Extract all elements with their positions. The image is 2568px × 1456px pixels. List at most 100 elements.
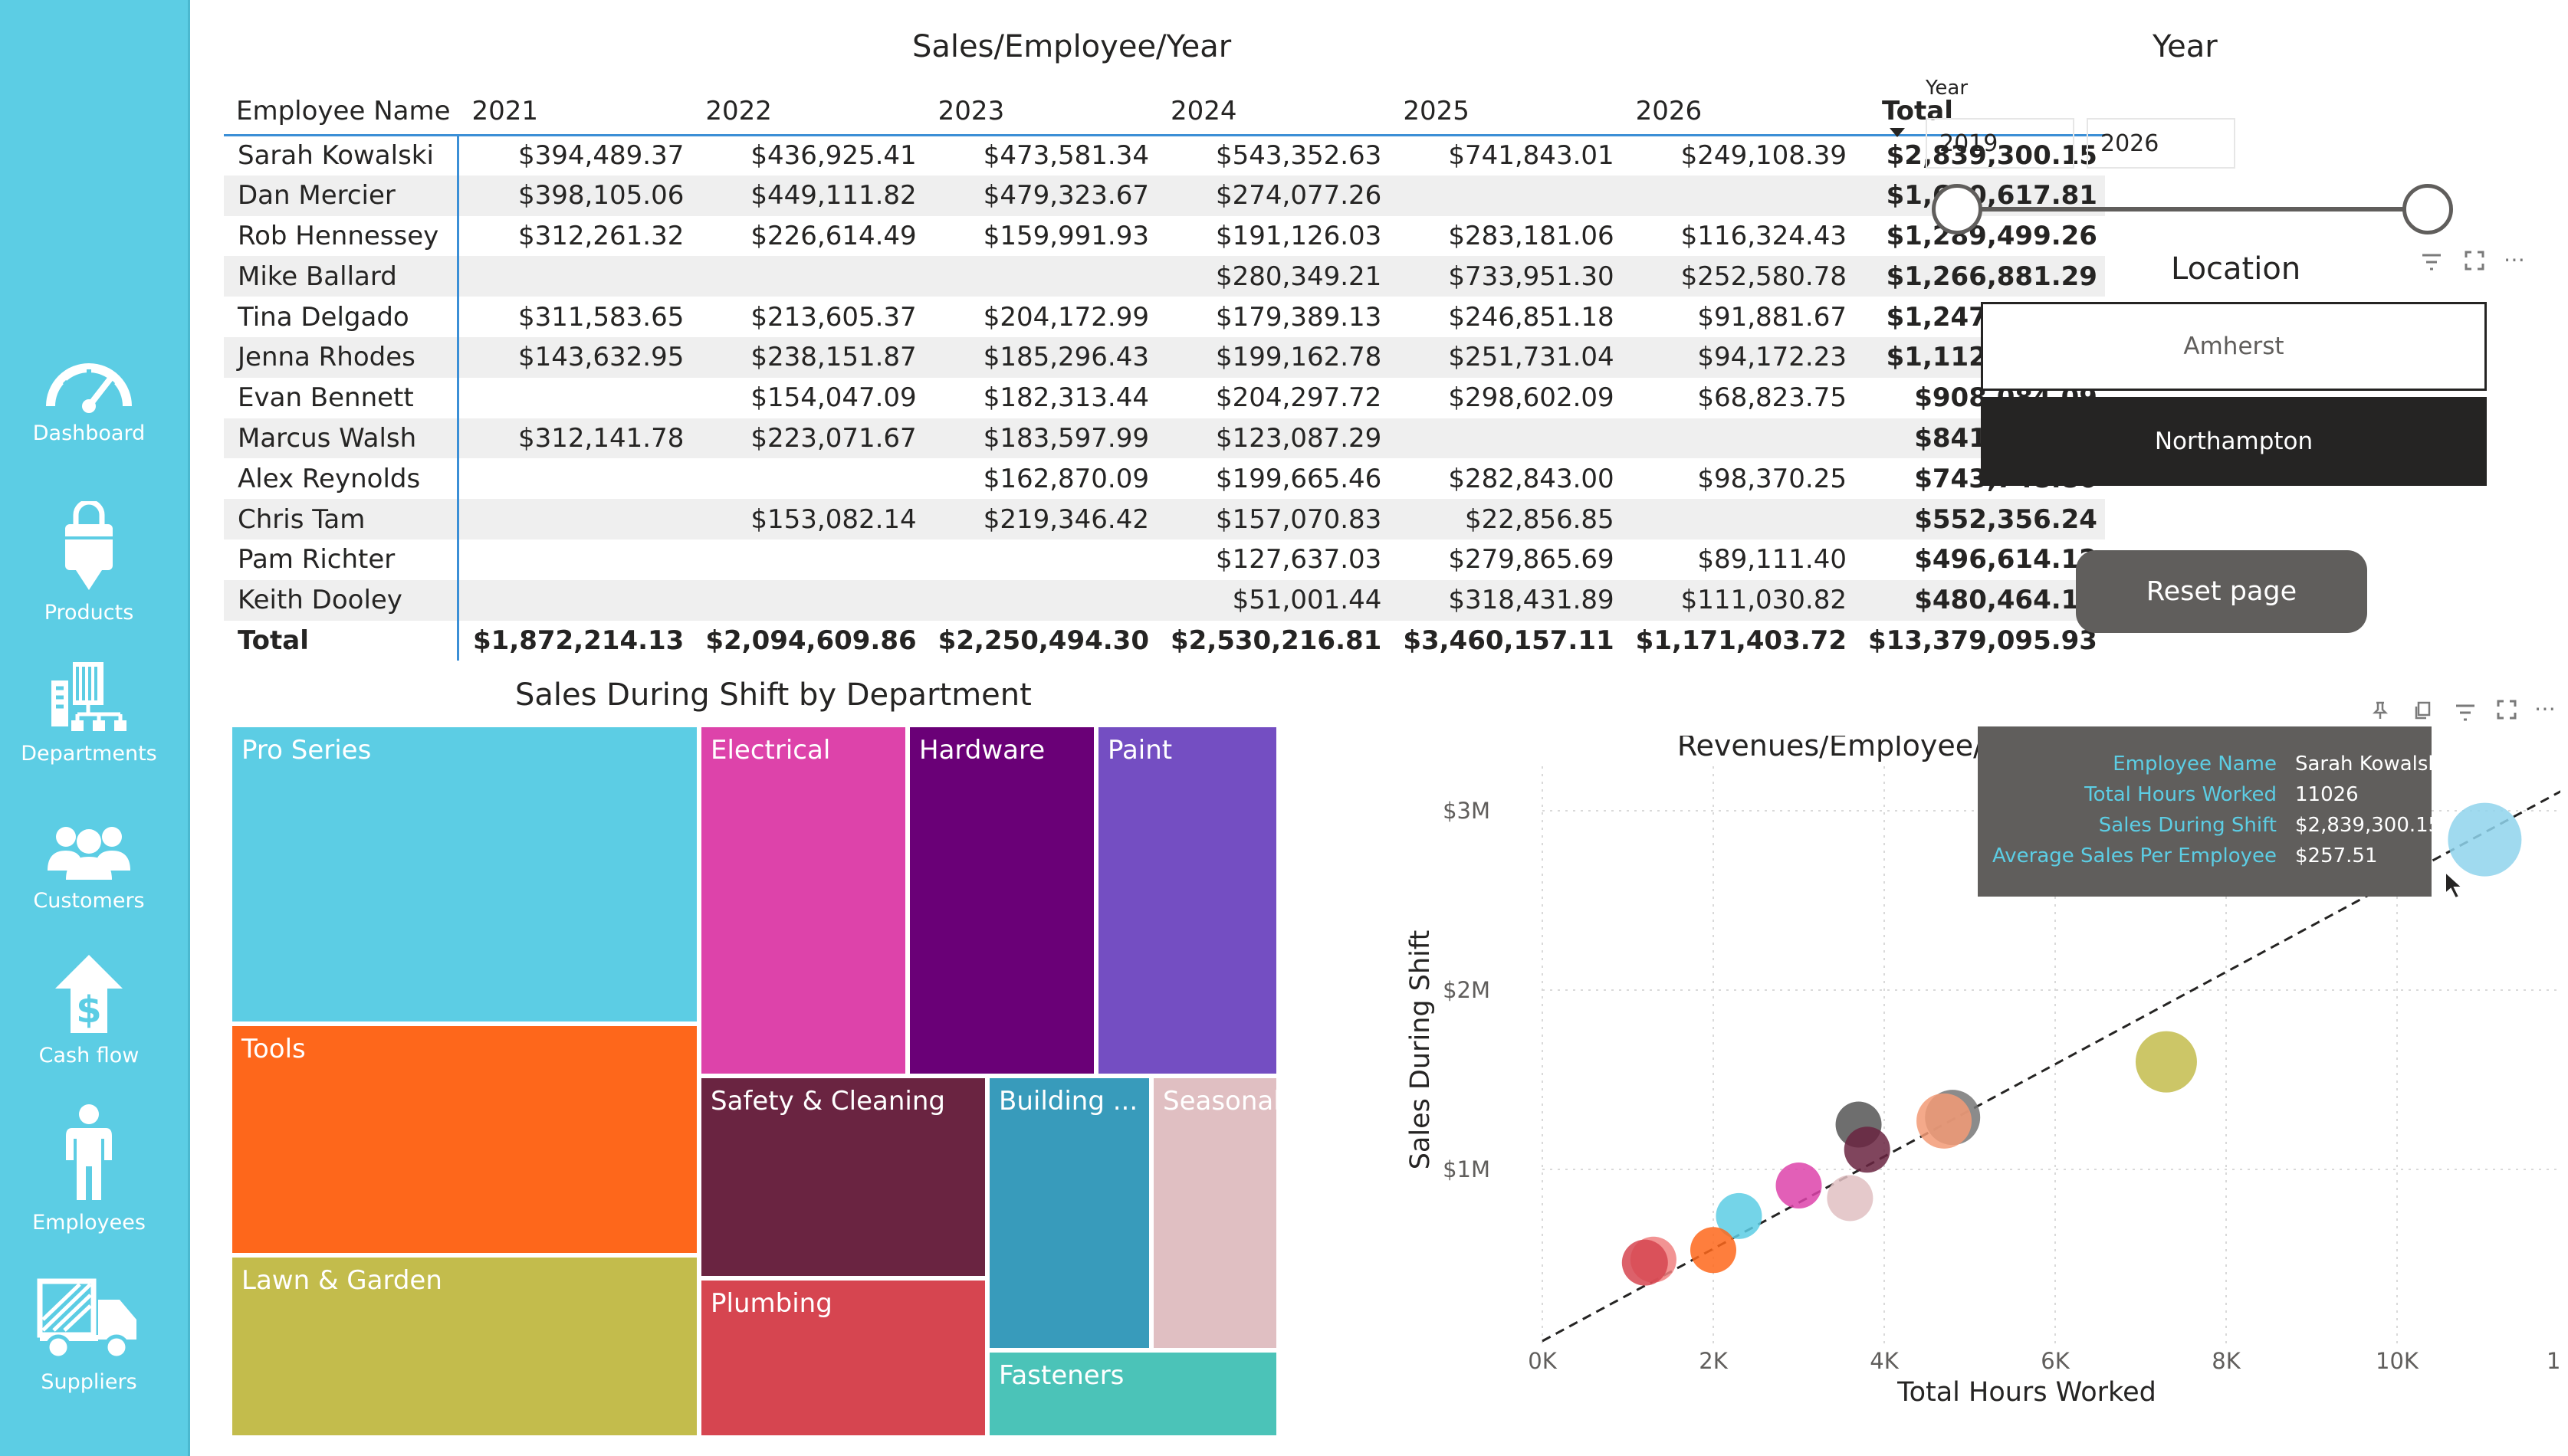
value-cell <box>924 256 1157 297</box>
focus-mode-icon[interactable] <box>2464 250 2485 277</box>
value-cell: $449,111.82 <box>691 175 924 216</box>
treemap-tile-pro-series[interactable]: Pro Series <box>230 725 699 1024</box>
employee-name-cell: Rob Hennessey <box>224 215 460 257</box>
value-cell: $204,172.99 <box>983 301 1149 333</box>
scatter-point[interactable] <box>2135 1031 2197 1093</box>
scatter-point[interactable] <box>1775 1163 1822 1209</box>
location-option-amherst[interactable]: Amherst <box>1981 302 2487 391</box>
value-cell: $298,602.09 <box>1448 382 1614 414</box>
sidebar-item-departments[interactable]: Departments <box>0 657 178 766</box>
treemap-tile-seasonal[interactable]: Seasonal <box>1151 1076 1279 1350</box>
year-slider-end-handle[interactable] <box>2402 184 2453 234</box>
table-row[interactable]: Tina Delgado $311,583.65 $213,605.37 $204,1… <box>224 297 2105 337</box>
employee-name-cell: Sarah Kowalski <box>224 135 460 175</box>
value-cell: $473,581.34 <box>983 140 1149 172</box>
x-axis-label: Total Hours Worked <box>1896 1377 2156 1408</box>
scatter-point[interactable] <box>1827 1175 1873 1222</box>
scatter-point[interactable] <box>1621 1239 1668 1286</box>
treemap-tile-electrical[interactable]: Electrical <box>699 725 908 1076</box>
scatter-point[interactable] <box>2448 802 2522 877</box>
row-total-cell: $1,266,881.29 <box>1854 256 2105 297</box>
scatter-point[interactable] <box>1690 1227 1736 1274</box>
table-row[interactable]: Dan Mercier $398,105.06 $449,111.82 $479,32… <box>224 175 2105 216</box>
value-cell: $246,851.18 <box>1448 301 1614 333</box>
value-cell <box>691 579 924 621</box>
value-cell <box>924 539 1157 580</box>
value-cell: $283,181.06 <box>1448 220 1614 251</box>
treemap-tile-safety-cleaning[interactable]: Safety & Cleaning <box>699 1076 987 1278</box>
sidebar-item-dashboard[interactable]: Dashboard <box>0 353 178 445</box>
sidebar-item-customers[interactable]: Customers <box>0 820 178 913</box>
treemap-tile-tools[interactable]: Tools <box>230 1024 699 1255</box>
more-options-icon[interactable]: ⋯ <box>2534 696 2556 721</box>
value-cell: $282,843.00 <box>1448 463 1614 494</box>
table-row[interactable]: Marcus Walsh $312,141.78 $223,071.67 $183,5… <box>224 418 2105 459</box>
value-cell: $219,346.42 <box>924 499 1157 539</box>
year-slider-track[interactable] <box>1956 207 2428 212</box>
treemap-tile-plumbing[interactable]: Plumbing <box>699 1278 987 1438</box>
scatter-point[interactable] <box>1844 1126 1890 1173</box>
table-row[interactable]: Rob Hennessey $312,261.32 $226,614.49 $159,… <box>224 215 2105 257</box>
year-from-input[interactable]: 2019 <box>1926 118 2074 169</box>
sidebar-item-products[interactable]: Products <box>0 501 178 625</box>
table-row[interactable]: Jenna Rhodes $143,632.95 $238,151.87 $185,2… <box>224 336 2105 378</box>
value-cell: $153,082.14 <box>691 499 924 539</box>
location-option-northampton[interactable]: Northampton <box>1981 397 2487 486</box>
value-cell: $179,389.13 <box>1216 301 1382 333</box>
value-cell: $252,580.78 <box>1621 256 1854 297</box>
value-cell: $91,881.67 <box>1697 301 1847 333</box>
column-header[interactable]: 2023 <box>938 95 1005 126</box>
scatter-point[interactable] <box>1716 1192 1762 1239</box>
filter-icon[interactable] <box>2455 702 2476 727</box>
column-header[interactable]: 2024 <box>1171 95 1237 126</box>
sidebar-item-label: Suppliers <box>41 1370 137 1394</box>
sidebar-item-label: Employees <box>32 1211 146 1235</box>
value-cell: $157,070.83 <box>1157 499 1390 539</box>
shopping-bag-icon <box>65 501 113 590</box>
table-row[interactable]: Keith Dooley $51,001.44 $318,431.89 $111,03… <box>224 579 2105 621</box>
pin-icon[interactable] <box>2370 700 2390 726</box>
scatter-point[interactable] <box>1916 1093 1972 1149</box>
value-cell <box>924 579 1157 621</box>
treemap-tile-hardware[interactable]: Hardware <box>908 725 1096 1076</box>
value-cell <box>1389 175 1622 216</box>
scatter-chart: Revenues/Employee/Shift) $1M$2M$3M 0K 2K 4… <box>1405 736 2560 1408</box>
value-cell <box>1621 499 1854 539</box>
treemap-tile-building[interactable]: Building ... <box>987 1076 1151 1350</box>
column-header[interactable]: 2021 <box>471 95 539 126</box>
table-row[interactable]: Pam Richter $127,637.03 $279,865.69 $89,111… <box>224 539 2105 580</box>
table-row[interactable]: Alex Reynolds $162,870.09 $199,665.46 $282,… <box>224 458 2105 500</box>
column-header[interactable]: 2026 <box>1635 95 1703 126</box>
filter-icon[interactable] <box>2421 251 2442 277</box>
column-header[interactable]: 2022 <box>705 95 772 126</box>
sidebar-item-cash-flow[interactable]: $ Cash flow <box>0 952 178 1067</box>
table-row[interactable]: Chris Tam $153,082.14 $219,346.42 $157,070.… <box>224 499 2105 539</box>
copy-icon[interactable] <box>2413 700 2433 726</box>
column-header[interactable]: 2025 <box>1403 95 1470 126</box>
row-total-cell: $1,289,499.26 <box>1886 220 2097 251</box>
y-tick-label: $1M <box>1443 1156 1490 1182</box>
year-to-input[interactable]: 2026 <box>2087 118 2235 169</box>
focus-mode-icon[interactable] <box>2496 699 2517 726</box>
sidebar-item-suppliers[interactable]: Suppliers <box>0 1277 178 1394</box>
year-slider-start-handle[interactable] <box>1932 184 1982 234</box>
value-cell: $226,614.49 <box>750 220 917 251</box>
users-icon <box>48 827 130 880</box>
value-cell: $394,489.37 <box>518 140 685 172</box>
treemap-tile-lawn-garden[interactable]: Lawn & Garden <box>230 1255 699 1438</box>
table-row[interactable]: Evan Bennett $154,047.09 $182,313.44 $204,2… <box>224 377 2105 418</box>
treemap-tile-fasteners[interactable]: Fasteners <box>987 1350 1279 1438</box>
table-row[interactable]: Mike Ballard $280,349.21 $733,951.30 $252,5… <box>224 256 2105 297</box>
column-header[interactable]: Employee Name <box>236 95 451 126</box>
value-cell <box>458 579 692 621</box>
column-header-total[interactable]: Total <box>1854 74 2105 137</box>
value-cell: $251,731.04 <box>1389 336 1622 378</box>
value-cell: $204,297.72 <box>1216 382 1382 414</box>
more-options-icon[interactable]: ⋯ <box>2504 247 2525 272</box>
treemap-tile-paint[interactable]: Paint <box>1096 725 1279 1076</box>
sidebar-item-employees[interactable]: Employees <box>0 1103 178 1235</box>
reset-page-button[interactable]: Reset page <box>2076 550 2367 633</box>
value-cell: $311,583.65 <box>518 301 685 333</box>
table-row[interactable]: Sarah Kowalski $394,489.37 $436,925.41 $473… <box>224 135 2105 175</box>
employee-name-cell: Dan Mercier <box>224 175 460 216</box>
